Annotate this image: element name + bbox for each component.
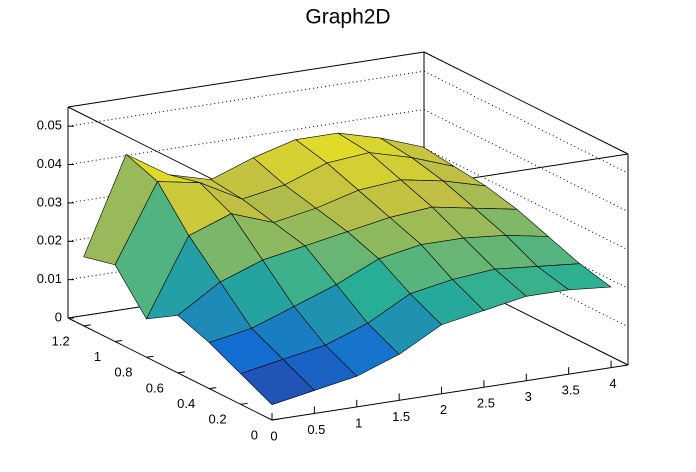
y-tick-label: 1 xyxy=(94,349,101,364)
y-tick-label: 1.2 xyxy=(52,333,70,348)
y-tick xyxy=(177,371,185,374)
z-tick-label: 0.02 xyxy=(37,233,62,248)
z-tick-label: 0 xyxy=(55,309,62,324)
y-tick-label: 0.8 xyxy=(114,365,132,380)
surface-cell xyxy=(240,359,315,405)
chart-title: Graph2D xyxy=(305,6,390,29)
y-tick-label: 0.2 xyxy=(209,412,227,427)
x-tick-label: 3 xyxy=(525,389,532,404)
x-tick-label: 3.5 xyxy=(562,383,580,398)
y-tick xyxy=(146,355,154,358)
x-tick-label: 2.5 xyxy=(477,396,495,411)
y-tick xyxy=(209,387,217,390)
z-tick-label: 0.01 xyxy=(37,271,62,286)
x-tick-label: 0.5 xyxy=(307,422,325,437)
y-tick xyxy=(115,340,123,343)
z-tick-label: 0.05 xyxy=(37,118,62,133)
y-tick xyxy=(240,402,248,405)
y-tick xyxy=(271,418,280,421)
x-tick-label: 1.5 xyxy=(392,409,410,424)
x-tick-label: 2 xyxy=(440,402,447,417)
y-tick xyxy=(83,324,91,327)
box-edge xyxy=(423,51,629,155)
z-tick-label: 0.04 xyxy=(37,156,62,171)
y-tick-label: 0 xyxy=(251,427,258,442)
grid-line xyxy=(67,70,425,127)
y-tick-label: 0.6 xyxy=(146,380,164,395)
z-tick-label: 0.03 xyxy=(37,194,62,209)
box-edge xyxy=(67,51,425,108)
x-tick-label: 1 xyxy=(355,415,362,430)
x-tick-label: 0 xyxy=(270,428,277,443)
x-tick-label: 4 xyxy=(609,376,616,391)
axis-line xyxy=(67,317,273,421)
y-tick-label: 0.4 xyxy=(177,396,195,411)
